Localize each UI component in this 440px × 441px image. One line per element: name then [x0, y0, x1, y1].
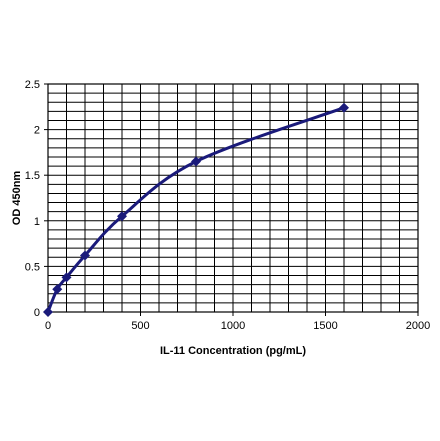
data-point-marker — [52, 284, 63, 295]
x-tick-label: 1000 — [221, 320, 245, 332]
data-point-marker — [339, 102, 349, 113]
x-tick-label: 500 — [131, 320, 149, 332]
y-tick-label: 2.5 — [25, 79, 40, 91]
data-point-marker — [61, 272, 72, 283]
y-tick-label: 2 — [34, 125, 40, 137]
y-tick-label: 0.5 — [25, 261, 40, 273]
data-point-marker — [117, 211, 127, 222]
x-tick-label: 2000 — [406, 320, 430, 332]
data-point-marker — [80, 250, 90, 261]
y-axis-title: OD 450nm — [11, 171, 23, 226]
y-tick-label: 0 — [34, 307, 40, 319]
x-tick-label: 0 — [45, 320, 51, 332]
data-point-marker — [43, 307, 53, 317]
series-layer — [43, 102, 349, 317]
grid — [48, 84, 418, 312]
x-tick-label: 1500 — [313, 320, 337, 332]
y-tick-label: 1.5 — [25, 170, 40, 182]
data-point-marker — [191, 156, 201, 167]
y-tick-label: 1 — [34, 216, 40, 228]
x-axis-title: IL-11 Concentration (pg/mL) — [160, 345, 306, 357]
y-axis-ticks: 0 0.5 1 1.5 2 2.5 — [25, 79, 48, 319]
x-axis-ticks: 0 500 1000 1500 2000 — [45, 312, 430, 332]
